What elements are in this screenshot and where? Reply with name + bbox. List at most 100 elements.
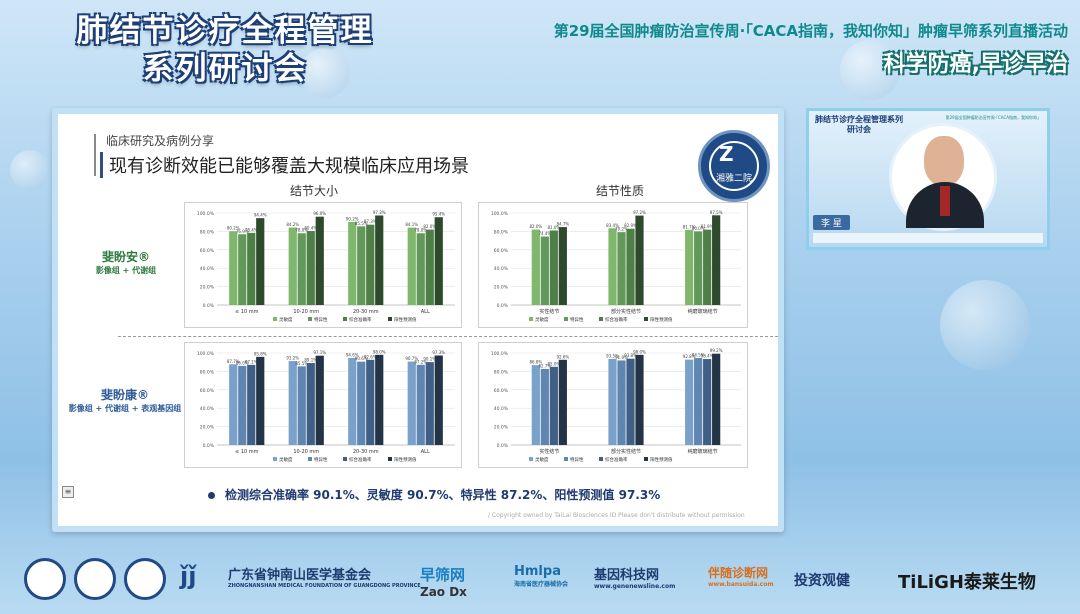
data-label: 78.0% [414,228,427,233]
speaker-portrait [889,123,997,231]
data-label: 85.5% [295,361,308,366]
data-label: 82.9% [624,223,637,228]
bar [608,228,617,305]
legend-swatch [343,457,347,461]
sponsor-org4: 基因科技网 www.genenewsline.com [594,564,675,590]
bar [712,215,721,305]
bar [540,368,549,445]
bar-chart-size-feipankang: 0.0% 20.0% 40.0% 60.0% 80.0% 100.0% 87.7%86.0%… [197,349,455,463]
data-label: 87.2% [414,359,427,364]
legend-swatch [599,457,603,461]
y-tick-label: 0.0% [203,443,215,449]
sponsor-org6: 投资观健 [794,573,850,589]
data-label: 94.6% [346,352,359,357]
sponsor-org1-name: 广东省钟南山医学基金会 [228,568,372,583]
data-label: 90.1% [423,357,436,362]
bar [434,217,443,305]
data-label: 79.2% [615,227,628,232]
y-tick-label: 40.0% [494,406,509,412]
bar [366,224,375,305]
legend-swatch [343,317,347,321]
bar [694,358,703,445]
hospital-logo-mark: Z [719,142,734,166]
bar [703,359,712,445]
legend-swatch [388,457,392,461]
y-tick-label: 20.0% [494,285,509,291]
bar [297,233,306,305]
data-label: 93.5% [606,353,619,358]
legend-label: 阳性预测值 [394,456,417,463]
bar [256,218,265,305]
data-label: 85.0% [547,361,560,366]
bar [375,354,384,445]
bar-chart-nature-feipankang: 0.0% 20.0% 40.0% 60.0% 80.0% 100.0% 86.8%82.7%… [491,348,741,463]
y-tick-label: 0.0% [203,303,215,309]
legend-label: 灵敏度 [279,316,293,323]
bar [315,355,324,445]
x-tick-label: 10-20 mm [293,309,319,315]
bar [407,361,416,445]
bar [703,229,712,305]
chart-panel-nature-feipanan: 0.0% 20.0% 40.0% 60.0% 80.0% 100.0% 82.0% 74.4%… [478,202,748,328]
event-title: 第29届全国肿瘤防治宣传周·「CACA指南，我知你知」肿瘤早筛系列直播活动 [553,22,1068,40]
main-title: 肺结节诊疗全程管理 系列研讨会 [40,12,410,88]
data-label: 81.0% [547,225,560,230]
sponsor-org1-sub: ZHONGNANSHAN MEDICAL FOUNDATION OF GUANG… [228,583,421,589]
bar [425,229,434,305]
x-tick-label: 实性结节 [539,448,559,455]
speaker-tie [940,186,950,216]
sponsor-org4-sub: www.genenewsline.com [594,583,676,590]
data-label: 84.7% [556,222,569,227]
bar-chart-size-feipanan: 0.0% 20.0% 40.0% 60.0% 80.0% 100.0% 80.2%76.9%… [197,210,455,323]
slide-title: 现有诊断效能已能够覆盖大规模临床应用场景 [100,152,469,178]
y-tick-label: 80.0% [200,369,215,375]
bar [416,364,425,445]
bar [288,361,297,445]
bar [531,365,540,445]
legend-swatch [529,317,533,321]
bar [685,229,694,305]
bar [416,233,425,305]
data-label: 84.1% [405,222,418,227]
bar [315,216,324,305]
bar [256,356,265,445]
background-bubble [300,48,350,98]
data-label: 99.2% [710,348,723,353]
data-label: 87.3% [364,219,377,224]
data-label: 94.4% [254,213,267,218]
bar [375,215,384,305]
chart-panel-size-feipankang: 0.0% 20.0% 40.0% 60.0% 80.0% 100.0% 87.7% 86.0%… [184,342,462,468]
chart-panel-size-feipanan: 0.0% 20.0% 40.0% 60.0% 80.0% 100.0% 80.2% 76.9%… [184,202,462,328]
legend-label: 综合准确率 [349,316,372,323]
y-tick-label: 40.0% [200,406,215,412]
slogan: 科学防癌,早诊早治 [883,52,1068,77]
speaker-overlay-event: 第29届全国肿瘤防治宣传周·「CACA指南，我知你知」 [945,115,1041,120]
slide-menu-button[interactable]: ≡ [62,486,74,498]
data-label: 98.0% [633,349,646,354]
row-label-sub: 影像组 + 代谢组 [95,266,157,275]
bar [712,353,721,445]
y-tick-label: 0.0% [497,443,509,449]
legend-label: 综合准确率 [605,456,628,463]
data-label: 91.2% [286,356,299,361]
data-label: 82.0% [529,224,542,229]
background-bubble [840,40,900,100]
y-tick-label: 40.0% [494,266,509,272]
x-tick-label: ALL [421,449,430,455]
legend-label: 特异性 [314,316,328,323]
copyright-text: / Copyright owned by TaiLai Biosciences … [488,512,745,519]
legend-label: 综合准确率 [605,316,628,323]
row-label-feipankang: 斐盼康® 影像组 + 代谢组 + 表观基因组 [58,386,192,414]
bar [549,230,558,305]
x-tick-label: 部分实性结节 [611,448,641,455]
bar [288,227,297,305]
bar [635,215,644,305]
sponsor-org5-sub: www.bansuida.com [708,581,774,588]
sponsor-emblem [74,558,116,600]
y-tick-label: 100.0% [197,211,215,217]
y-tick-label: 80.0% [200,229,215,235]
data-label: 90.6% [355,356,368,361]
legend-swatch [273,457,277,461]
data-label: 93.4% [701,354,714,359]
bar [685,359,694,445]
